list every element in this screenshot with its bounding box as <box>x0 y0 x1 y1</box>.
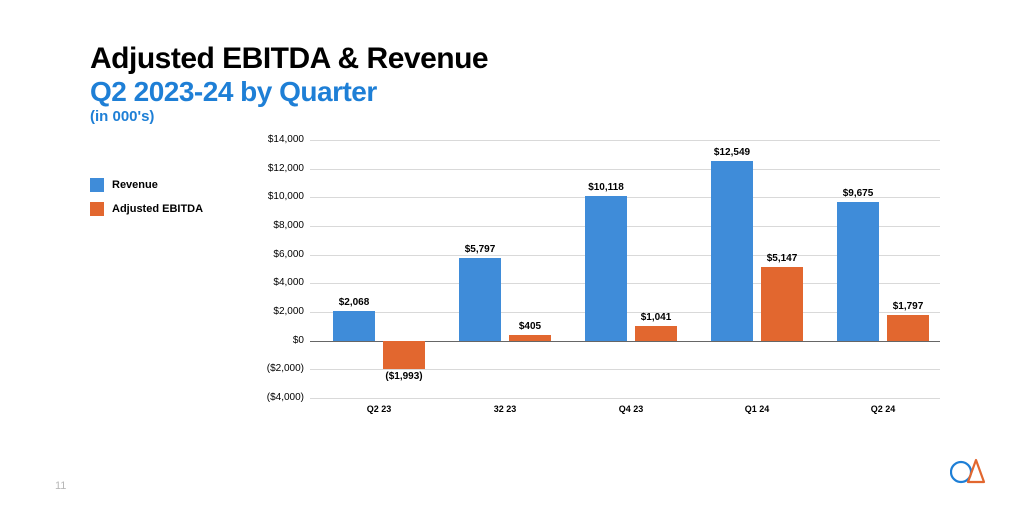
bar-value-label: ($1,993) <box>374 371 434 382</box>
bar <box>761 267 803 341</box>
x-axis-label: Q2 24 <box>853 404 913 414</box>
bar <box>635 326 677 341</box>
legend-swatch <box>90 202 104 216</box>
bar <box>711 161 753 341</box>
x-axis-label: Q2 23 <box>349 404 409 414</box>
bar-value-label: $10,118 <box>576 182 636 193</box>
y-tick-label: $0 <box>254 335 304 346</box>
bar-value-label: $12,549 <box>702 147 762 158</box>
title-line3: (in 000's) <box>90 108 488 125</box>
gridline <box>310 369 940 370</box>
y-tick-label: $8,000 <box>254 220 304 231</box>
bar-value-label: $5,147 <box>752 253 812 264</box>
bar <box>383 341 425 370</box>
x-axis-label: Q1 24 <box>727 404 787 414</box>
y-tick-label: $2,000 <box>254 306 304 317</box>
y-tick-label: $4,000 <box>254 277 304 288</box>
legend: Revenue Adjusted EBITDA <box>90 178 203 226</box>
y-tick-label: ($4,000) <box>254 392 304 403</box>
bar <box>333 311 375 341</box>
bar <box>887 315 929 341</box>
legend-swatch <box>90 178 104 192</box>
y-tick-label: $14,000 <box>254 134 304 145</box>
bar-value-label: $405 <box>500 321 560 332</box>
y-tick-label: ($2,000) <box>254 363 304 374</box>
title-line2: Q2 2023-24 by Quarter <box>90 76 488 108</box>
y-tick-label: $10,000 <box>254 191 304 202</box>
gridline <box>310 169 940 170</box>
ebitda-revenue-chart: ($4,000)($2,000)$0$2,000$4,000$6,000$8,0… <box>310 140 940 398</box>
bar-value-label: $9,675 <box>828 188 888 199</box>
x-axis-label: Q4 23 <box>601 404 661 414</box>
bar-value-label: $1,041 <box>626 312 686 323</box>
legend-item: Revenue <box>90 178 203 192</box>
page-number: 11 <box>55 480 66 492</box>
y-tick-label: $12,000 <box>254 163 304 174</box>
bar <box>509 335 551 341</box>
gridline <box>310 140 940 141</box>
title-block: Adjusted EBITDA & Revenue Q2 2023-24 by … <box>90 42 488 125</box>
bar-value-label: $1,797 <box>878 301 938 312</box>
x-axis-label: 32 23 <box>475 404 535 414</box>
gridline <box>310 398 940 399</box>
bar <box>459 258 501 341</box>
bar-value-label: $5,797 <box>450 244 510 255</box>
bar-value-label: $2,068 <box>324 297 384 308</box>
slide: Adjusted EBITDA & Revenue Q2 2023-24 by … <box>0 0 1024 512</box>
bar <box>585 196 627 341</box>
legend-item: Adjusted EBITDA <box>90 202 203 216</box>
brand-logo-icon <box>950 455 986 490</box>
y-tick-label: $6,000 <box>254 249 304 260</box>
title-line1: Adjusted EBITDA & Revenue <box>90 42 488 76</box>
legend-label: Revenue <box>112 179 158 191</box>
legend-label: Adjusted EBITDA <box>112 203 203 215</box>
bar <box>837 202 879 341</box>
